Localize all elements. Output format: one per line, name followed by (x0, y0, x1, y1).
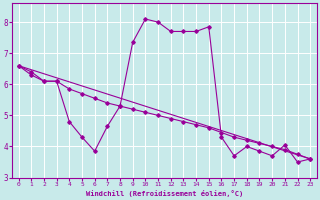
X-axis label: Windchill (Refroidissement éolien,°C): Windchill (Refroidissement éolien,°C) (86, 190, 243, 197)
